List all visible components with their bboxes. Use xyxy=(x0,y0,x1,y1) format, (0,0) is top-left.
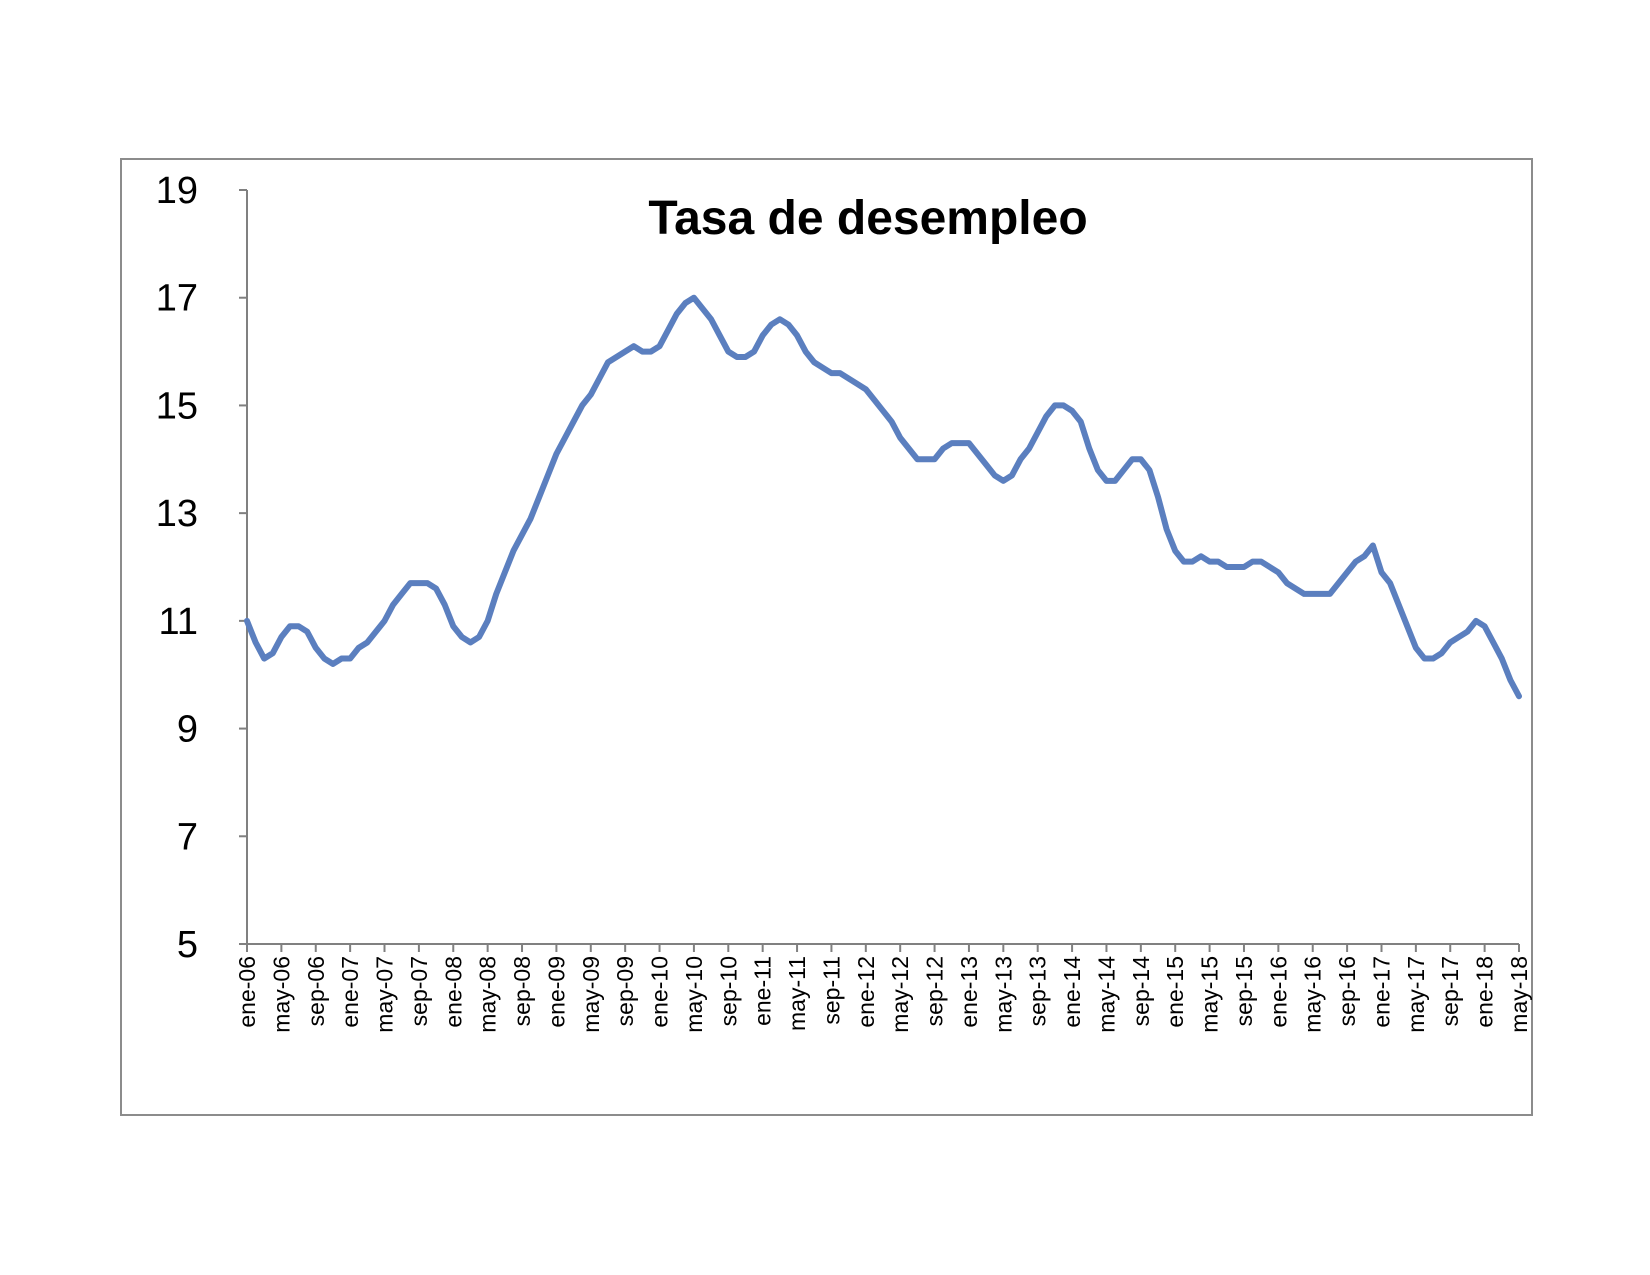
x-tick-label: ene-14 xyxy=(1059,956,1085,1028)
x-tick-label: ene-13 xyxy=(956,956,982,1028)
x-tick-label: ene-08 xyxy=(440,956,466,1028)
y-tick-label: 5 xyxy=(177,924,198,966)
x-tick-label: sep-16 xyxy=(1334,956,1360,1026)
x-tick-label: sep-07 xyxy=(406,956,432,1026)
y-tick-label: 19 xyxy=(156,170,198,212)
x-tick-label: ene-09 xyxy=(543,956,569,1028)
x-tick-label: ene-15 xyxy=(1162,956,1188,1028)
x-tick-label: may-12 xyxy=(887,956,913,1033)
y-axis: 5 7 9 11 13 15 17 19 xyxy=(156,170,248,966)
series-layer xyxy=(244,294,1522,700)
x-tick-label: sep-09 xyxy=(612,956,638,1026)
series-line xyxy=(244,294,1522,700)
chart-title: Tasa de desempleo xyxy=(648,192,1087,245)
x-tick-label: ene-16 xyxy=(1265,956,1291,1028)
x-tick-label: may-11 xyxy=(784,956,810,1031)
chart-area-border xyxy=(120,158,1533,1116)
y-tick-label: 15 xyxy=(156,385,198,427)
x-tick-label: may-17 xyxy=(1403,956,1429,1033)
x-tick-label: may-10 xyxy=(681,956,707,1033)
x-tick-label: may-15 xyxy=(1197,956,1223,1033)
x-tick-label: sep-10 xyxy=(715,956,741,1026)
x-tick-label: may-14 xyxy=(1093,956,1119,1033)
x-tick-label: sep-11 xyxy=(818,956,844,1025)
x-tick-label: sep-14 xyxy=(1128,956,1154,1027)
x-tick-label: ene-06 xyxy=(234,956,260,1028)
x-tick-label: may-06 xyxy=(268,956,294,1033)
y-tick-label: 13 xyxy=(156,493,198,535)
x-tick-label: ene-10 xyxy=(647,956,673,1028)
x-tick-label: ene-12 xyxy=(853,956,879,1028)
x-tick-label: may-09 xyxy=(578,956,604,1033)
x-tick-label: may-13 xyxy=(990,956,1016,1033)
x-tick-label: ene-11 xyxy=(750,956,776,1026)
x-tick-label: sep-13 xyxy=(1025,956,1051,1026)
y-tick-label: 17 xyxy=(156,278,198,320)
x-tick-label: may-16 xyxy=(1300,956,1326,1033)
x-tick-label: sep-06 xyxy=(303,956,329,1026)
y-tick-label: 7 xyxy=(177,816,198,858)
x-tick-label: may-18 xyxy=(1506,956,1532,1033)
x-tick-label: ene-07 xyxy=(337,956,363,1028)
x-axis: ene-06 may-06 sep-06 ene-07 may-07 sep-07 ene-… xyxy=(234,943,1532,1033)
x-tick-label: may-08 xyxy=(475,956,501,1033)
x-tick-label: may-07 xyxy=(372,956,398,1033)
x-tick-label: sep-08 xyxy=(509,956,535,1026)
y-tick-label: 9 xyxy=(177,709,198,751)
x-tick-label: ene-17 xyxy=(1368,956,1394,1028)
x-tick-label: sep-15 xyxy=(1231,956,1257,1026)
x-tick-label: ene-18 xyxy=(1472,956,1498,1028)
x-tick-label: sep-12 xyxy=(922,956,948,1026)
y-tick-label: 11 xyxy=(159,601,198,643)
x-tick-label: sep-17 xyxy=(1437,956,1463,1026)
